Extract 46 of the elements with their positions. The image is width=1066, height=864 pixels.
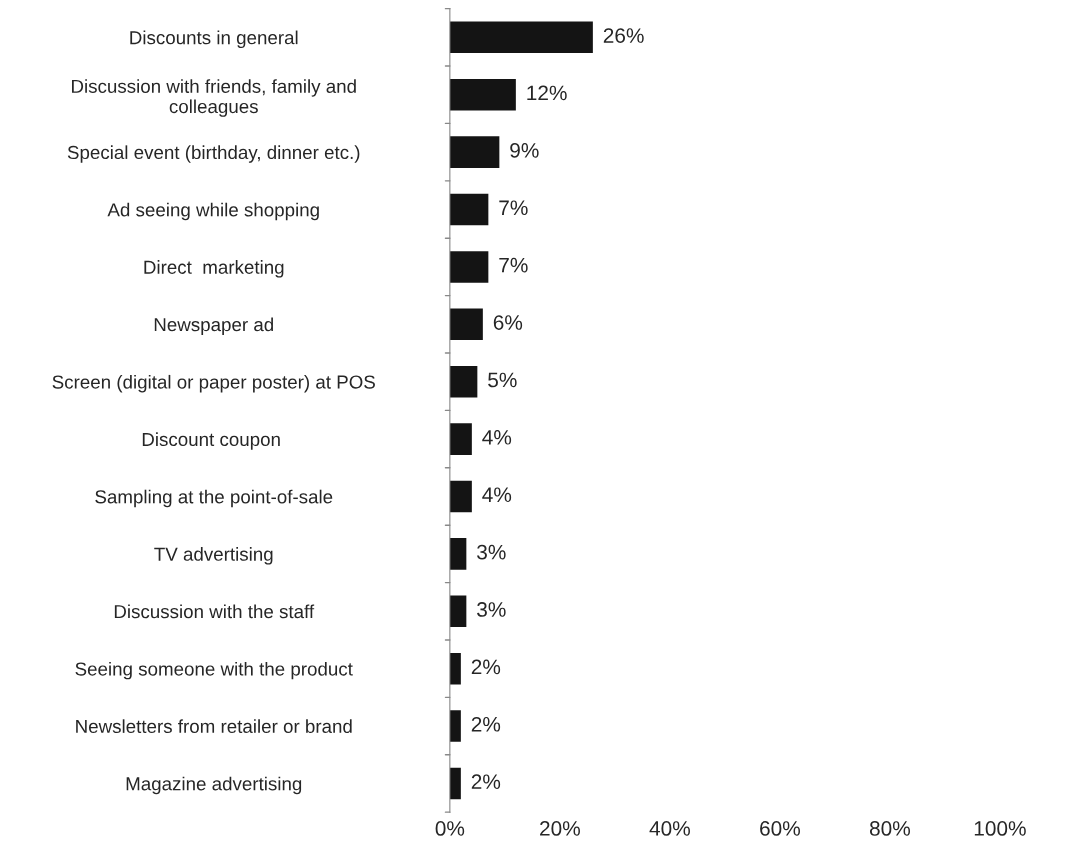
bar <box>449 595 467 628</box>
data-label: 2% <box>471 659 501 675</box>
bar <box>449 538 467 570</box>
y-tick-label: Newsletters from retailer or brand <box>76 719 352 734</box>
x-tick-label: 80% <box>869 821 911 836</box>
bar <box>449 251 489 283</box>
data-label: 3% <box>477 602 506 617</box>
y-tick-label: Discounts in general <box>130 30 298 49</box>
y-tick-label: Sampling at the point-of-sale <box>95 489 333 508</box>
bar <box>449 423 472 455</box>
data-label: 7% <box>499 257 528 273</box>
x-tick-label: 20% <box>540 821 580 836</box>
bar <box>449 136 500 168</box>
x-tick-label: 40% <box>649 821 690 836</box>
y-tick-label: Ad seeing while shopping <box>107 202 319 221</box>
bar <box>449 78 516 111</box>
y-tick-label: Special event (birthday, dinner etc.) <box>67 145 360 163</box>
data-label: 26% <box>603 28 644 43</box>
y-tick-label: Discount coupon <box>142 432 280 450</box>
data-label: 12% <box>527 85 567 101</box>
data-label: 6% <box>493 315 523 330</box>
bar <box>449 193 489 226</box>
bar <box>449 480 472 513</box>
data-label: 9% <box>510 142 539 158</box>
x-tick-label: 0% <box>435 821 465 836</box>
y-tick-label: Seeing someone with the product <box>75 661 353 680</box>
y-tick-label: Direct marketing <box>144 260 284 278</box>
y-tick-label: Screen (digital or paper poster) at POS <box>52 374 375 393</box>
y-tick-label: Discussion with friends, family and colleagues <box>72 79 356 117</box>
bar <box>449 21 593 54</box>
bar <box>449 365 478 398</box>
bar <box>449 710 461 742</box>
data-label: 2% <box>471 774 501 789</box>
data-label: 3% <box>477 544 506 560</box>
data-label: 5% <box>488 372 517 388</box>
y-tick-label: TV advertising <box>154 547 273 565</box>
bar <box>449 308 483 341</box>
y-tick-label: Magazine advertising <box>126 776 302 795</box>
data-label: 2% <box>471 716 501 732</box>
y-tick-label: Discussion with the staff <box>114 604 315 619</box>
y-tick-label: Newspaper ad <box>154 317 273 335</box>
data-label: 4% <box>482 430 512 445</box>
x-tick-label: 100% <box>974 821 1026 836</box>
data-label: 4% <box>482 487 512 502</box>
data-label: 7% <box>499 200 528 216</box>
x-tick-label: 60% <box>760 821 800 836</box>
